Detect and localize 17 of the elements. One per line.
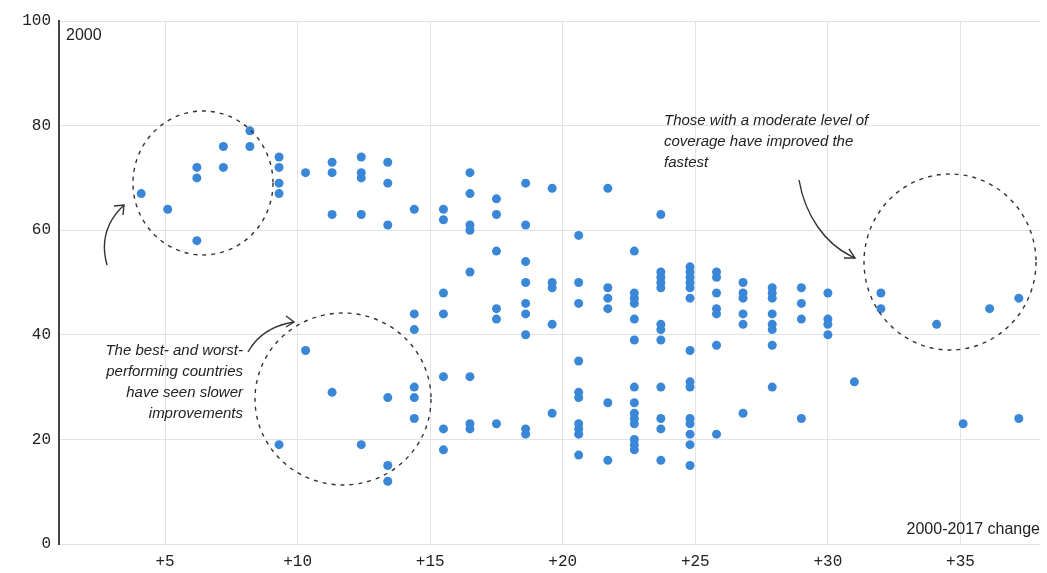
- y-tick-label: 20: [31, 430, 51, 449]
- y-tick-label: 100: [22, 12, 51, 31]
- x-tick-label: +5: [155, 552, 175, 571]
- y-tick-label: 0: [41, 535, 51, 554]
- y-tick-label: 80: [31, 116, 51, 135]
- annotation: Those with a moderate level of coverage have improved the fastest: [664, 110, 871, 172]
- annotation: The best- and worst-performing countries have seen slower improvements: [104, 340, 243, 423]
- x-tick-label: +30: [813, 552, 843, 571]
- x-tick-label: +10: [283, 552, 313, 571]
- x-tick-label: +25: [680, 552, 710, 571]
- x-tick-label: +20: [548, 552, 578, 571]
- x-tick-label: +35: [946, 552, 975, 571]
- y-tick-label: 40: [31, 326, 51, 345]
- y-tick-label: 60: [31, 221, 51, 240]
- x-axis-title: 2000-2017 change: [906, 520, 1041, 538]
- x-tick-label: +15: [415, 552, 445, 571]
- y-axis-title: 2000: [66, 26, 102, 44]
